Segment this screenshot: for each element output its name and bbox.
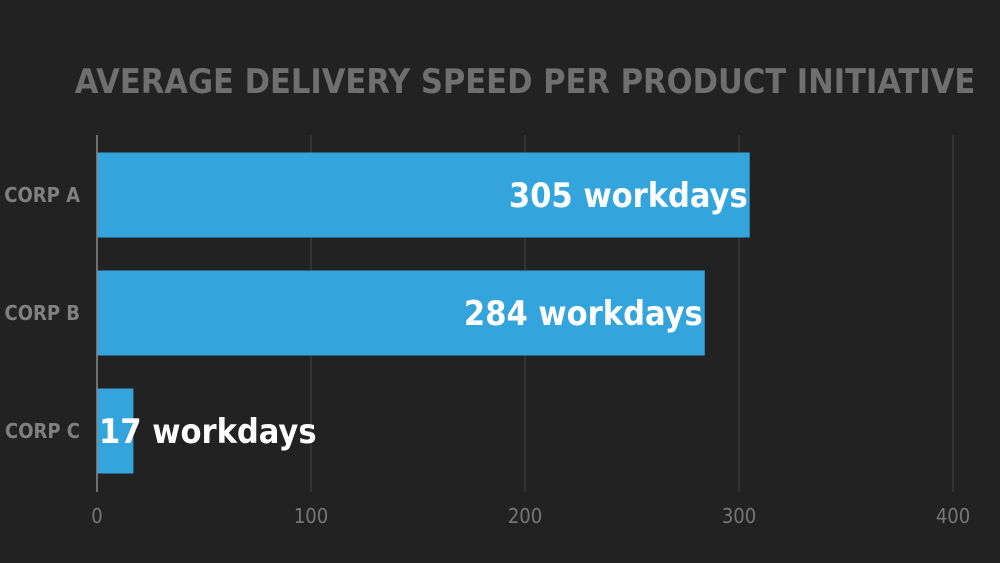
chart-title: AVERAGE DELIVERY SPEED PER PRODUCT INITI…: [75, 62, 975, 102]
data-label: 284 workdays: [464, 294, 703, 334]
x-tick-label: 100: [294, 504, 328, 528]
data-label: 305 workdays: [509, 176, 748, 216]
category-label: CORP A: [4, 183, 80, 207]
x-tick-label: 400: [936, 504, 970, 528]
x-tick-label: 300: [722, 504, 756, 528]
bars: [97, 152, 750, 474]
x-tick-label: 0: [91, 504, 102, 528]
x-tick-label: 200: [508, 504, 542, 528]
category-label: CORP B: [4, 301, 80, 325]
labels: 0 100 200 300 400 CORP A 305 workdays CORP B 284…: [4, 176, 970, 528]
category-label: CORP C: [5, 419, 80, 443]
bar: [97, 152, 750, 238]
bar: [97, 270, 705, 356]
data-label: 17 workdays: [99, 412, 317, 452]
bar: [97, 388, 134, 474]
